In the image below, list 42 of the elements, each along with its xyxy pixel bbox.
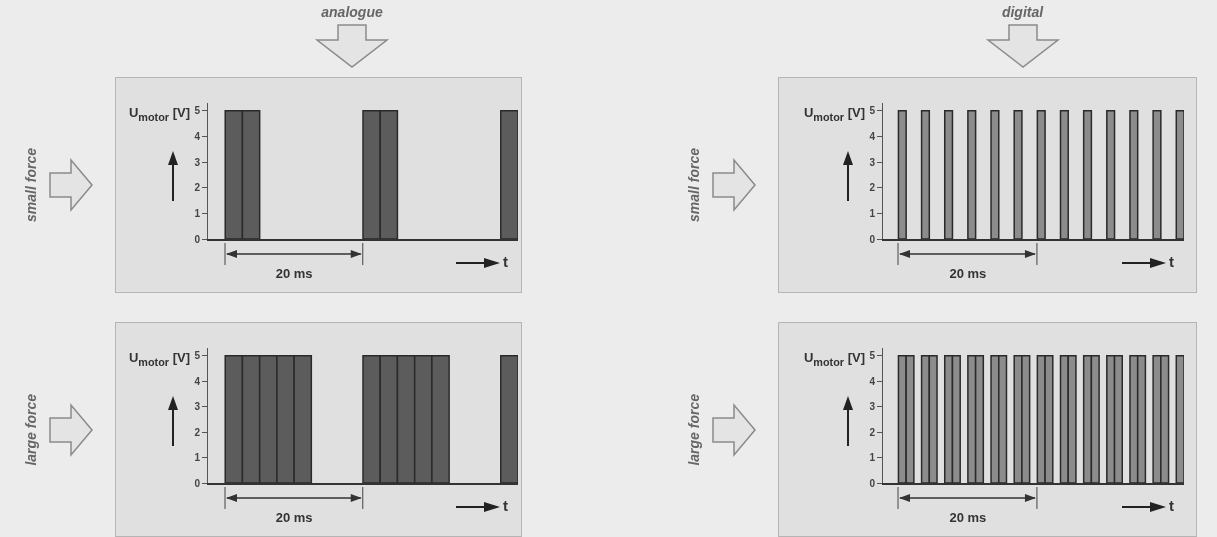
y-tick-label: 0 bbox=[194, 233, 201, 245]
y-tick-label: 4 bbox=[869, 130, 876, 142]
text: 20 ms bbox=[949, 510, 987, 525]
y-tick-label: 3 bbox=[194, 156, 201, 168]
y-tick-label: 2 bbox=[869, 426, 876, 438]
y-tick-label: 1 bbox=[194, 452, 201, 464]
y-tick-label: 2 bbox=[194, 182, 201, 194]
x-axis-title: t bbox=[503, 253, 508, 270]
text: 20 ms bbox=[949, 266, 987, 281]
y-axis-title: U$_{motor}$ [V] bbox=[128, 350, 190, 368]
y-axis-title: U$_{motor}$ [V] bbox=[128, 105, 190, 123]
y-tick-label: 5 bbox=[194, 105, 201, 117]
y-tick-label: 0 bbox=[194, 477, 201, 489]
y-tick-label: 0 bbox=[869, 477, 876, 489]
y-tick-label: 1 bbox=[194, 207, 201, 219]
text: 20 ms bbox=[275, 266, 313, 281]
text: large force bbox=[686, 393, 702, 466]
y-tick-label: 4 bbox=[194, 130, 201, 142]
y-tick-label: 3 bbox=[194, 401, 201, 413]
y-tick-label: 5 bbox=[869, 105, 876, 117]
x-axis-title: t bbox=[1169, 253, 1174, 270]
y-tick-label: 3 bbox=[869, 401, 876, 413]
y-tick-label: 4 bbox=[194, 375, 201, 387]
y-axis-title: U$_{motor}$ [V] bbox=[803, 350, 865, 368]
text: small force bbox=[23, 148, 39, 222]
chart-title: digital bbox=[1001, 4, 1044, 20]
y-tick-label: 3 bbox=[869, 156, 876, 168]
x-axis-title: t bbox=[1169, 497, 1174, 514]
text: large force bbox=[23, 393, 39, 466]
y-axis-title: U$_{motor}$ [V] bbox=[803, 105, 865, 123]
y-tick-label: 1 bbox=[869, 207, 876, 219]
text: small force bbox=[686, 148, 702, 222]
y-tick-label: 5 bbox=[194, 350, 201, 362]
text: 20 ms bbox=[275, 510, 313, 525]
y-tick-label: 0 bbox=[869, 233, 876, 245]
y-tick-label: 5 bbox=[869, 350, 876, 362]
chart-title: analogue bbox=[321, 4, 383, 20]
y-tick-label: 2 bbox=[194, 426, 201, 438]
y-tick-label: 2 bbox=[869, 182, 876, 194]
y-tick-label: 1 bbox=[869, 452, 876, 464]
x-axis-title: t bbox=[503, 497, 508, 514]
y-tick-label: 4 bbox=[869, 375, 876, 387]
